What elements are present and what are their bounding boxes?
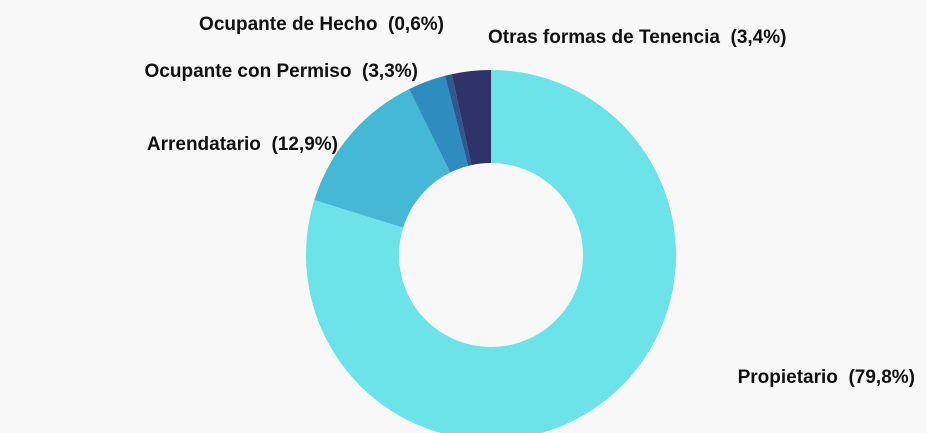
slice-name: Propietario	[738, 367, 838, 388]
slice-label: Propietario (79,8%)	[738, 367, 915, 388]
slice-name: Ocupante de Hecho	[199, 14, 377, 35]
slice-label: Ocupante de Hecho (0,6%)	[199, 14, 444, 35]
slice-value: (79,8%)	[848, 367, 915, 388]
donut-slice	[451, 70, 491, 166]
slice-value: (3,4%)	[731, 27, 787, 48]
slice-label: Otras formas de Tenencia (3,4%)	[488, 27, 786, 48]
slice-label: Ocupante con Permiso (3,3%)	[145, 61, 418, 82]
slice-name: Arrendatario	[147, 134, 261, 155]
donut-slice	[306, 70, 676, 433]
slice-name: Ocupante con Permiso	[145, 61, 352, 82]
donut-slice	[444, 74, 472, 166]
slice-value: (0,6%)	[388, 14, 444, 35]
donut-slice	[314, 89, 451, 228]
donut-slice	[409, 75, 469, 173]
slice-value: (3,3%)	[362, 61, 418, 82]
slice-label: Arrendatario (12,9%)	[147, 134, 338, 155]
slice-name: Otras formas de Tenencia	[488, 27, 720, 48]
slice-value: (12,9%)	[271, 134, 338, 155]
